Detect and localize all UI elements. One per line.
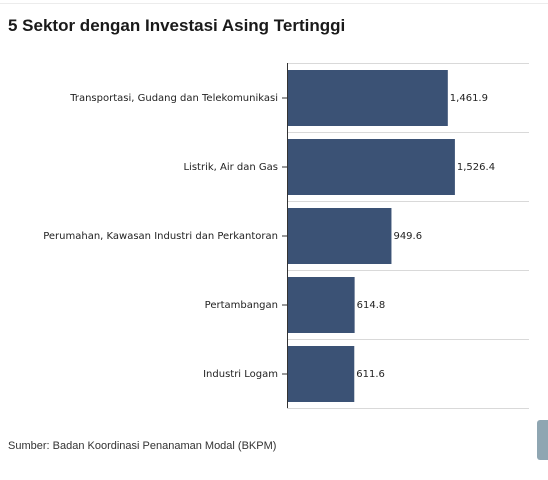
category-label: Perumahan, Kawasan Industri dan Perkanto… [43, 231, 278, 242]
category-label: Transportasi, Gudang dan Telekomunikasi [69, 93, 278, 104]
category-label: Industri Logam [203, 369, 278, 380]
bar [287, 277, 355, 333]
data-label: 1,461.9 [450, 93, 488, 104]
data-label: 614.8 [357, 300, 386, 311]
data-label: 949.6 [393, 231, 422, 242]
side-scroll-tab[interactable] [537, 420, 548, 460]
source-note: Sumber: Badan Koordinasi Penanaman Modal… [8, 440, 277, 452]
data-label: 1,526.4 [457, 162, 495, 173]
chart-title: 5 Sektor dengan Investasi Asing Tertingg… [8, 16, 346, 35]
bar [287, 139, 455, 195]
data-label: 611.6 [356, 369, 385, 380]
category-label: Listrik, Air dan Gas [183, 162, 278, 173]
top-divider [0, 3, 548, 4]
category-label: Pertambangan [205, 300, 278, 311]
bar [287, 208, 392, 264]
bar-chart: Transportasi, Gudang dan Telekomunikasi 1… [43, 63, 529, 409]
bar [287, 70, 448, 126]
bar [287, 346, 355, 402]
